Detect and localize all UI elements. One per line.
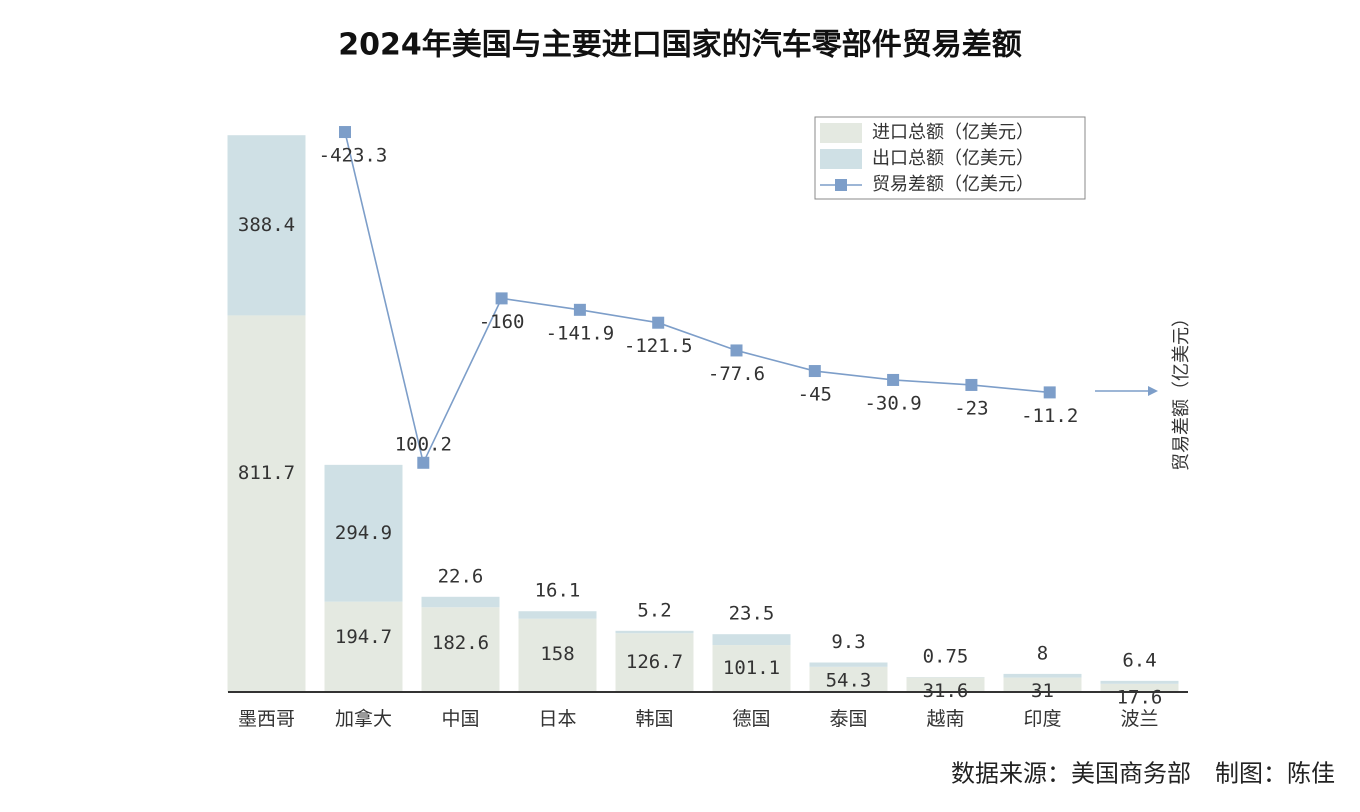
x-tick-label: 波兰 bbox=[1120, 708, 1158, 730]
balance-marker bbox=[652, 316, 665, 329]
export-label: 8 bbox=[1037, 642, 1048, 664]
import-label: 158 bbox=[540, 643, 574, 665]
balance-marker bbox=[1043, 386, 1056, 399]
balance-label: 100.2 bbox=[395, 433, 452, 455]
export-label: 5.2 bbox=[637, 599, 671, 621]
x-tick-label: 日本 bbox=[538, 708, 576, 730]
export-label: 23.5 bbox=[729, 603, 775, 625]
chart-title: 2024年美国与主要进口国家的汽车零部件贸易差额 bbox=[338, 28, 1022, 63]
balance-label: -30.9 bbox=[864, 392, 921, 414]
balance-label: -141.9 bbox=[546, 322, 615, 344]
balance-marker bbox=[339, 126, 351, 139]
balance-marker bbox=[730, 344, 743, 357]
export-label: 294.9 bbox=[335, 522, 392, 544]
export-label: 22.6 bbox=[438, 565, 484, 587]
source-note: 数据来源：美国商务部 制图：陈佳 bbox=[951, 760, 1335, 788]
legend-swatch bbox=[820, 123, 862, 143]
export-bar bbox=[227, 135, 306, 316]
legend-label: 进口总额（亿美元） bbox=[872, 122, 1034, 143]
import-bar bbox=[518, 618, 597, 692]
balance-label: -77.6 bbox=[708, 363, 765, 385]
import-label: 17.6 bbox=[1117, 686, 1163, 708]
balance-label: -423.3 bbox=[319, 145, 388, 167]
balance-marker bbox=[808, 365, 821, 378]
export-bar bbox=[615, 630, 694, 634]
balance-marker bbox=[495, 292, 508, 305]
y2-axis-label: 贸易差额（亿美元） bbox=[1171, 309, 1192, 471]
import-bar bbox=[906, 677, 985, 692]
balance-label: -121.5 bbox=[624, 335, 693, 357]
balance-marker bbox=[965, 378, 978, 391]
import-label: 31.6 bbox=[923, 680, 969, 702]
export-bar bbox=[518, 611, 597, 619]
legend-swatch bbox=[820, 149, 862, 169]
import-bar bbox=[809, 666, 888, 692]
balance-marker bbox=[417, 456, 430, 469]
x-tick-label: 中国 bbox=[441, 708, 479, 730]
export-label: 9.3 bbox=[831, 631, 865, 653]
import-label: 126.7 bbox=[626, 651, 683, 673]
balance-marker bbox=[887, 373, 900, 386]
export-bar bbox=[712, 634, 791, 646]
legend-label: 贸易差额（亿美元） bbox=[872, 174, 1034, 195]
export-label: 6.4 bbox=[1122, 649, 1156, 671]
import-bar bbox=[615, 633, 694, 692]
axis-arrow-head bbox=[1148, 386, 1158, 396]
x-tick-label: 加拿大 bbox=[335, 707, 392, 730]
export-bar bbox=[1100, 680, 1179, 684]
import-label: 101.1 bbox=[723, 657, 780, 679]
import-bar bbox=[421, 607, 500, 692]
x-tick-label: 德国 bbox=[732, 708, 770, 730]
legend-marker bbox=[835, 179, 847, 191]
balance-label: -23 bbox=[954, 397, 988, 419]
export-bar bbox=[324, 464, 403, 602]
balance-label: -160 bbox=[479, 311, 525, 333]
x-tick-label: 印度 bbox=[1023, 708, 1061, 730]
import-label: 182.6 bbox=[432, 632, 489, 654]
x-tick-label: 越南 bbox=[926, 708, 964, 730]
import-bar bbox=[324, 601, 403, 692]
x-tick-label: 泰国 bbox=[829, 708, 867, 730]
legend-label: 出口总额（亿美元） bbox=[872, 148, 1034, 169]
export-bar bbox=[809, 662, 888, 667]
import-label: 811.7 bbox=[238, 462, 295, 484]
export-label: 0.75 bbox=[923, 645, 969, 667]
export-bar bbox=[1003, 673, 1082, 678]
balance-label: -11.2 bbox=[1021, 405, 1078, 427]
import-bar bbox=[1003, 677, 1082, 692]
x-tick-label: 墨西哥 bbox=[238, 708, 295, 730]
balance-label: -45 bbox=[798, 384, 832, 406]
import-bar bbox=[227, 315, 306, 692]
export-label: 388.4 bbox=[238, 214, 295, 236]
export-bar bbox=[421, 596, 500, 608]
balance-line bbox=[344, 131, 1050, 466]
import-label: 194.7 bbox=[335, 626, 392, 648]
import-bar bbox=[1100, 683, 1179, 692]
import-label: 54.3 bbox=[826, 669, 872, 691]
export-label: 16.1 bbox=[535, 580, 581, 602]
balance-marker bbox=[573, 303, 586, 316]
x-tick-label: 韩国 bbox=[635, 708, 673, 730]
import-bar bbox=[712, 645, 791, 692]
